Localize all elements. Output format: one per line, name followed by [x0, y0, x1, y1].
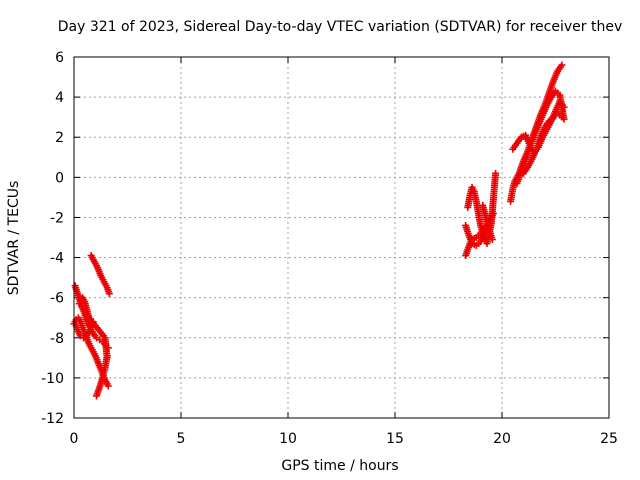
data-point: [492, 169, 500, 177]
y-tick-label: -8: [50, 331, 64, 347]
data-point: [105, 290, 113, 298]
y-axis-label: SDTVAR / TECUs: [6, 181, 22, 296]
data-point: [104, 382, 112, 390]
chart-title: Day 321 of 2023, Sidereal Day-to-day VTE…: [58, 19, 622, 35]
y-tick-label: -12: [41, 411, 64, 427]
grid: [74, 57, 609, 418]
y-tick-label: -6: [50, 291, 64, 307]
y-tick-label: -10: [41, 371, 64, 387]
tick-labels: 0 5 10 15 20 25 -12 -10 -8 -6 -4 -2 0 2 4 6: [41, 50, 618, 447]
x-tick-label: 10: [279, 431, 297, 447]
plot-frame: [73, 56, 610, 419]
y-tick-label: -2: [50, 210, 64, 226]
y-tick-label: 6: [55, 50, 64, 66]
x-tick-label: 15: [386, 431, 404, 447]
data-point: [558, 113, 566, 121]
data-point: [488, 236, 496, 244]
data-point: [89, 318, 97, 326]
ticks: [73, 56, 610, 419]
x-tick-label: 25: [600, 431, 618, 447]
y-tick-label: -4: [50, 251, 64, 267]
x-tick-label: 0: [70, 431, 79, 447]
x-tick-label: 5: [177, 431, 186, 447]
y-tick-label: 2: [55, 130, 64, 146]
x-tick-label: 20: [493, 431, 511, 447]
y-tick-label: 4: [55, 90, 64, 106]
data-point: [558, 61, 566, 69]
x-axis-label: GPS time / hours: [281, 458, 398, 474]
data-point: [103, 352, 111, 360]
y-tick-label: 0: [55, 170, 64, 186]
data-points: [70, 61, 568, 400]
